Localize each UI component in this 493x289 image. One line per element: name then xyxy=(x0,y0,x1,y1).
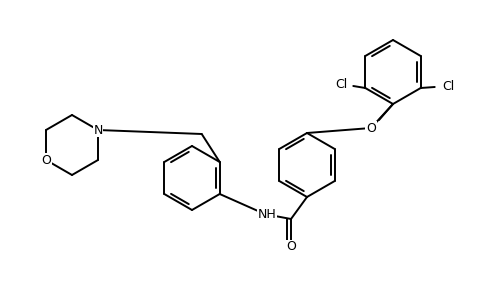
Text: Cl: Cl xyxy=(443,79,455,92)
Text: O: O xyxy=(366,121,376,134)
Text: O: O xyxy=(41,153,51,166)
Text: O: O xyxy=(286,240,296,253)
Text: NH: NH xyxy=(258,208,277,221)
Text: N: N xyxy=(93,123,103,136)
Text: Cl: Cl xyxy=(335,77,348,90)
Text: NH: NH xyxy=(258,208,277,221)
Text: O: O xyxy=(366,121,376,134)
Text: O: O xyxy=(366,121,376,134)
Text: N: N xyxy=(93,123,103,136)
